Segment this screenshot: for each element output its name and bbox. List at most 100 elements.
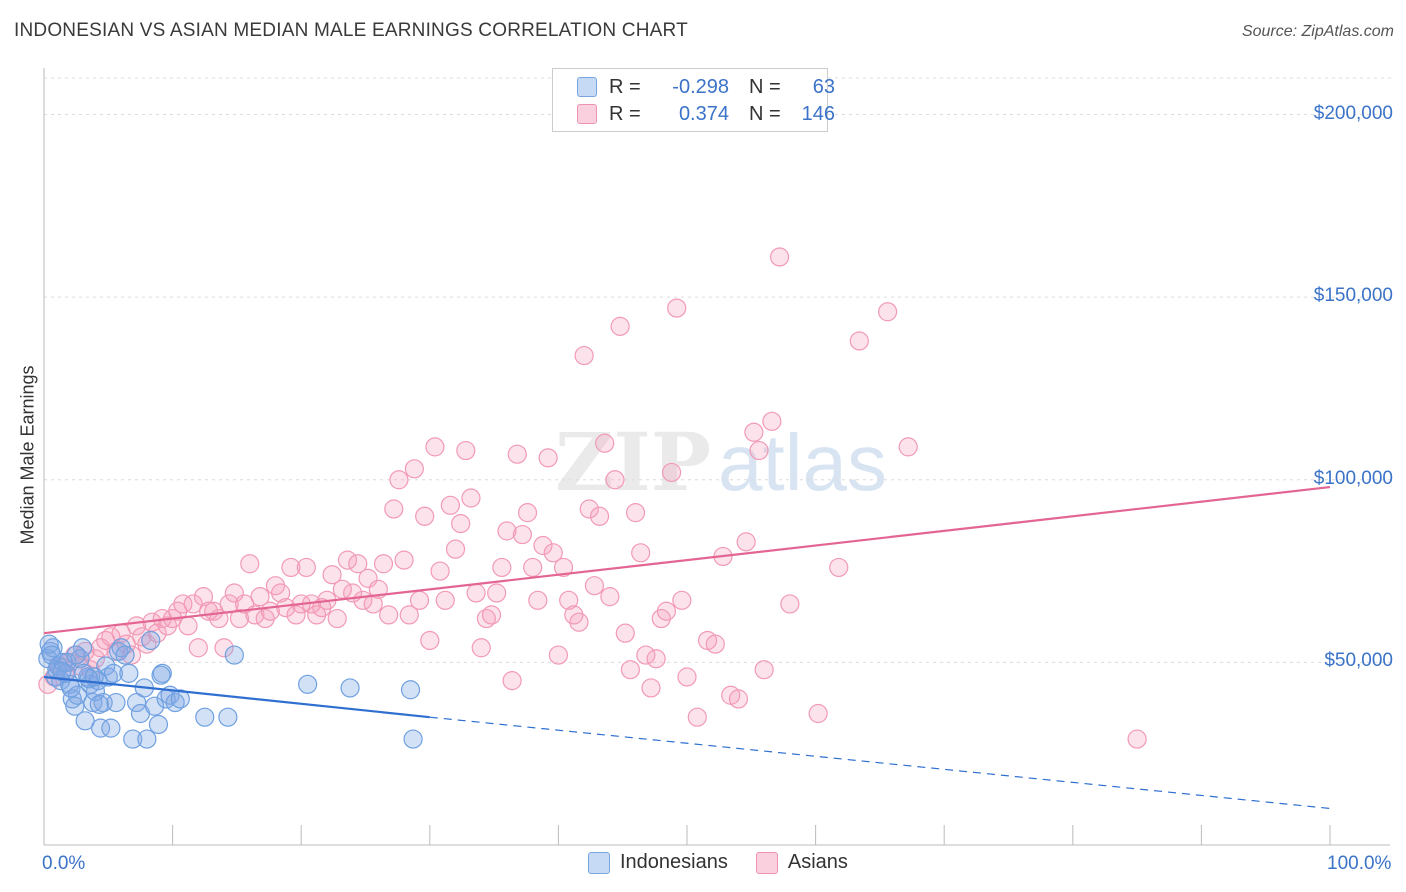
data-point-asians (559, 590, 579, 610)
data-point-asians (595, 433, 615, 453)
data-point-indonesians (67, 685, 88, 705)
data-point-asians (487, 583, 507, 603)
data-point-asians (687, 707, 707, 727)
data-point-asians (379, 605, 399, 625)
data-point-asians (425, 437, 445, 457)
data-point-asians (399, 605, 419, 625)
data-point-indonesians (298, 674, 318, 694)
data-point-asians (579, 499, 599, 519)
data-point-asians (631, 543, 651, 563)
data-point-asians (517, 503, 538, 523)
data-point-asians (404, 459, 424, 479)
x-tick-label-max: 100.0% (1327, 853, 1392, 874)
data-point-asians (502, 671, 522, 691)
data-point-indonesians (108, 641, 129, 662)
data-point-asians (471, 638, 491, 658)
legend-n-label: N = (749, 102, 781, 125)
data-point-indonesians (66, 645, 86, 665)
data-point-asians (348, 554, 368, 574)
data-point-asians (533, 535, 553, 556)
legend-swatch-asians (577, 104, 597, 124)
watermark-zip: ZIP (555, 415, 711, 509)
data-point-asians (728, 689, 749, 709)
data-point-asians (476, 608, 496, 629)
data-point-asians (829, 557, 849, 578)
chart-title: INDONESIAN VS ASIAN MEDIAN MALE EARNINGS… (14, 20, 688, 41)
x-tick-label-min: 0.0% (42, 853, 86, 874)
data-point-asians (188, 638, 208, 658)
data-point-indonesians (400, 680, 421, 700)
data-point-asians (605, 470, 625, 490)
data-point-indonesians (148, 714, 169, 735)
data-point-indonesians (119, 663, 139, 683)
data-point-asians (456, 440, 476, 461)
swatch-asians (755, 851, 778, 874)
data-point-asians (641, 678, 661, 698)
data-point-asians (574, 345, 594, 366)
data-point-asians (808, 703, 828, 724)
trend-line-asians (43, 485, 1331, 635)
y-tick-label: $150,000 (1313, 285, 1393, 307)
data-point-indonesians (115, 645, 135, 665)
data-point-asians (507, 444, 527, 464)
data-point-indonesians (165, 692, 185, 713)
data-point-asians (543, 543, 563, 563)
data-point-asians (327, 608, 347, 629)
data-point-asians (538, 448, 558, 468)
data-point-asians (445, 539, 466, 559)
data-point-asians (214, 638, 234, 658)
data-point-indonesians (72, 638, 93, 658)
legend-r-value: -0.298 (672, 75, 729, 98)
data-point-asians (373, 554, 394, 574)
data-point-asians (569, 612, 589, 632)
data-point-indonesians (106, 692, 126, 713)
y-tick-label: $200,000 (1313, 102, 1393, 124)
data-point-asians (610, 316, 630, 336)
data-point-asians (762, 411, 782, 431)
data-point-asians (420, 630, 440, 651)
source-label: Source: ZipAtlas.com (1241, 23, 1394, 40)
data-point-indonesians (61, 678, 81, 698)
data-point-asians (389, 470, 409, 490)
trend-line-indonesians (43, 675, 430, 719)
legend-item-indonesians: Indonesians (588, 851, 728, 874)
data-point-indonesians (90, 718, 111, 738)
data-point-indonesians (43, 638, 63, 658)
data-point-asians (600, 587, 620, 607)
data-point-indonesians (89, 694, 109, 714)
data-point-asians (415, 506, 435, 526)
data-point-asians (440, 495, 460, 515)
data-point-asians (497, 521, 517, 541)
data-point-asians (409, 590, 430, 610)
data-point-asians (749, 440, 769, 461)
data-point-indonesians (144, 696, 165, 716)
data-point-asians (121, 645, 142, 665)
data-point-asians (337, 550, 358, 570)
data-point-asians (736, 532, 756, 552)
data-point-asians (466, 583, 486, 603)
data-point-asians (878, 302, 898, 322)
y-tick-label: $100,000 (1313, 467, 1393, 489)
data-point-indonesians (103, 663, 124, 683)
data-point-asians (528, 590, 548, 610)
data-point-asians (656, 601, 677, 621)
data-point-asians (481, 605, 502, 625)
data-point-asians (173, 594, 193, 614)
legend-swatch-indonesians (577, 77, 597, 97)
gridlines (44, 77, 1395, 663)
data-point-indonesians (151, 665, 171, 685)
data-point-asians (705, 634, 725, 654)
legend-item-asians: Asians (755, 851, 848, 874)
data-point-asians (677, 667, 697, 687)
data-point-asians (430, 561, 450, 581)
legend-r-label: R = (609, 75, 641, 98)
data-point-asians (849, 331, 869, 351)
data-point-asians (183, 594, 203, 614)
data-point-indonesians (195, 707, 215, 727)
data-point-asians (147, 623, 167, 643)
data-point-asians (625, 503, 646, 523)
legend-r-label: R = (609, 102, 641, 125)
data-point-asians (744, 422, 764, 442)
trend-line-indonesians-projection (429, 716, 1331, 810)
